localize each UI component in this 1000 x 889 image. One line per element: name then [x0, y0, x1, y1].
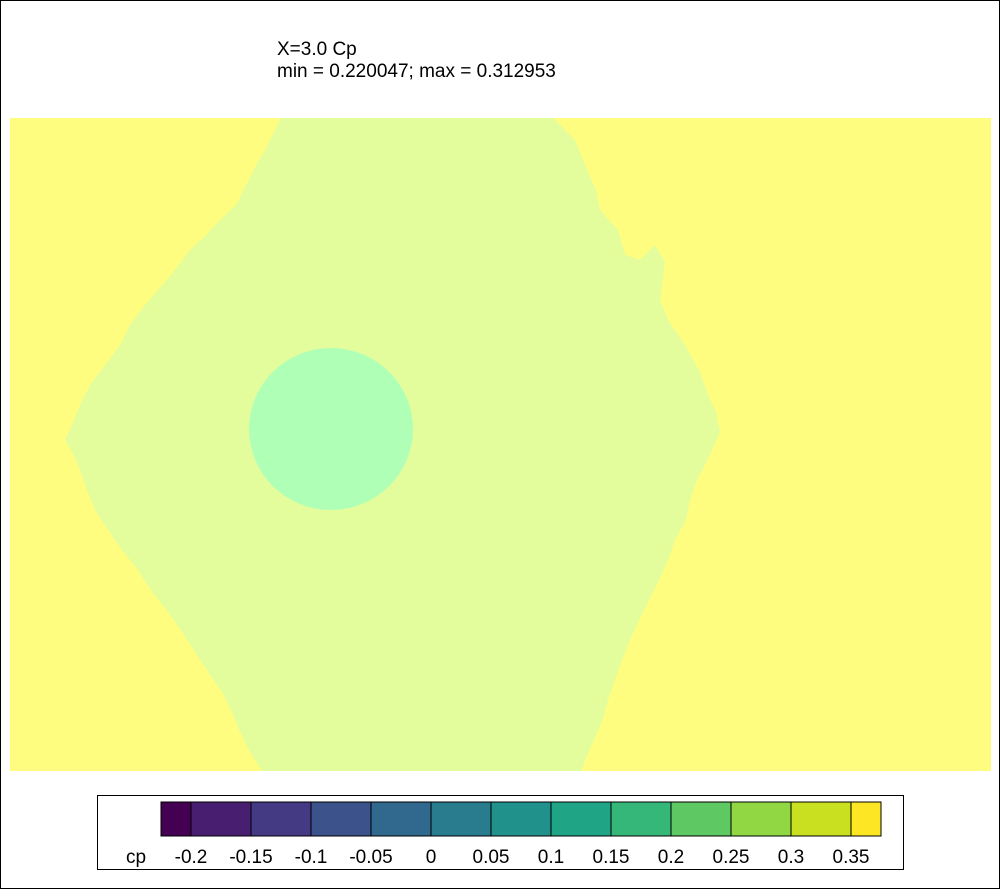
colorbar-swatch — [550, 801, 612, 837]
colorbar-svg: cp -0.2 -0.15 -0.1 -0.05 0 0.05 0.1 0.15 0.2 0.25… — [126, 801, 882, 868]
colorbar-swatch — [160, 801, 192, 837]
colorbar-tick-label: 0.25 — [713, 847, 750, 868]
colorbar-tick-label: 0.15 — [593, 847, 630, 868]
colorbar-legend: cp -0.2 -0.15 -0.1 -0.05 0 0.05 0.1 0.15 0.2 0.25… — [97, 795, 904, 870]
colorbar-tick-label: -0.05 — [349, 847, 392, 868]
colorbar-tick-label: 0 — [426, 847, 437, 868]
colorbar-swatch — [370, 801, 432, 837]
colorbar-swatch — [790, 801, 852, 837]
colorbar-label: cp — [126, 847, 146, 868]
colorbar-swatch — [430, 801, 492, 837]
plot-subtitle: min = 0.220047; max = 0.312953 — [277, 61, 556, 82]
colorbar-swatch — [190, 801, 252, 837]
colorbar-swatch — [730, 801, 792, 837]
colorbar-tick-label: 0.3 — [778, 847, 804, 868]
colorbar-tick-label: -0.2 — [175, 847, 208, 868]
colorbar-tick-label: 0.35 — [833, 847, 870, 868]
circular-core-region — [249, 348, 413, 510]
colorbar-tick-label: 0.2 — [658, 847, 684, 868]
colorbar-swatch — [850, 801, 882, 837]
colorbar-tick-labels: -0.2 -0.15 -0.1 -0.05 0 0.05 0.1 0.15 0.2 0.25 0.3… — [175, 847, 870, 868]
colorbar-swatch — [250, 801, 312, 837]
colorbar-tick-label: -0.1 — [295, 847, 328, 868]
plot-title: X=3.0 Cp — [277, 39, 357, 60]
colorbar-swatch — [310, 801, 372, 837]
colorbar-swatch — [490, 801, 552, 837]
colorbar-swatches — [160, 801, 882, 837]
colorbar-tick-label: 0.1 — [538, 847, 564, 868]
colorbar-swatch — [610, 801, 672, 837]
plot-title-block: X=3.0 Cp min = 0.220047; max = 0.312953 — [277, 39, 556, 83]
colorbar-swatch — [670, 801, 732, 837]
colorbar-tick-label: 0.05 — [473, 847, 510, 868]
colorbar-tick-label: -0.15 — [229, 847, 272, 868]
